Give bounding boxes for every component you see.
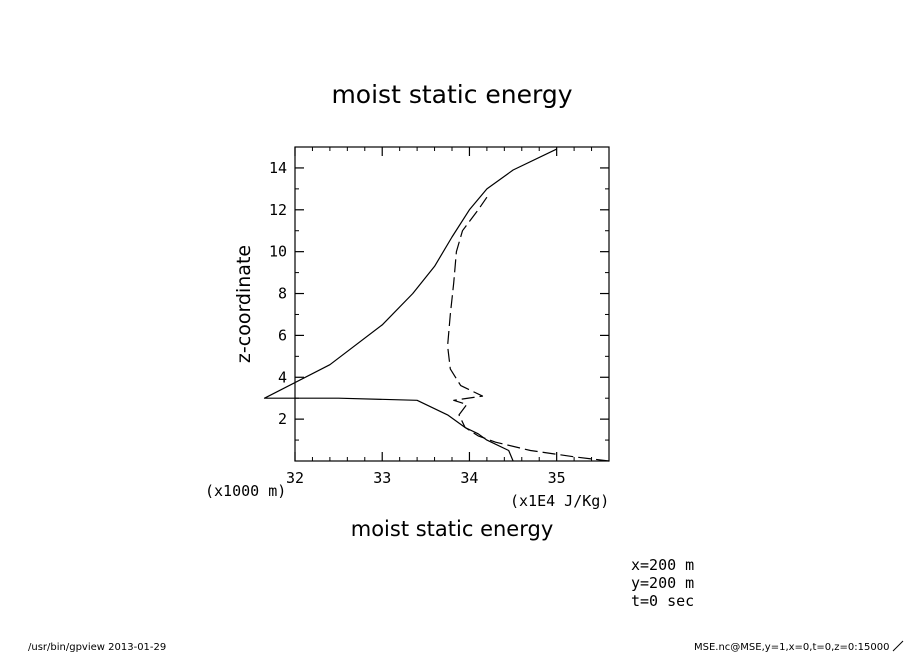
x-tick-label-3: 35 bbox=[548, 469, 566, 487]
y-tick-label-4: 10 bbox=[269, 243, 287, 261]
y-tick-label-1: 4 bbox=[278, 368, 287, 386]
y-tick-label-0: 2 bbox=[278, 410, 287, 428]
series-line-1-solid bbox=[263, 148, 557, 462]
chart-title: moist static energy bbox=[331, 80, 572, 109]
y-axis-label: z-coordinate bbox=[233, 245, 255, 363]
y-axis: 2 4 6 8 10 12 14 bbox=[269, 159, 609, 441]
x-coordinate-info: x=200 m bbox=[631, 556, 694, 574]
footer-program-date: /usr/bin/gpview 2013-01-29 bbox=[28, 642, 166, 653]
y-tick-label-5: 12 bbox=[269, 201, 287, 219]
series-layer bbox=[263, 148, 610, 462]
x-tick-label-2: 34 bbox=[460, 469, 478, 487]
x-axis: 32 33 34 35 bbox=[286, 147, 593, 487]
x-tick-label-0: 32 bbox=[286, 469, 304, 487]
x-tick-label-1: 33 bbox=[373, 469, 391, 487]
x-axis-label: moist static energy bbox=[351, 517, 554, 541]
time-info: t=0 sec bbox=[631, 592, 694, 610]
y-tick-label-2: 6 bbox=[278, 326, 287, 344]
corner-mark bbox=[892, 640, 904, 652]
y-tick-label-3: 8 bbox=[278, 285, 287, 303]
y-unit-label: (x1000 m) bbox=[205, 482, 286, 500]
footer-source: MSE.nc@MSE,y=1,x=0,t=0,z=0:15000 bbox=[694, 642, 889, 653]
x-unit-label: (x1E4 J/Kg) bbox=[510, 492, 609, 510]
y-coordinate-info: y=200 m bbox=[631, 574, 694, 592]
y-tick-label-6: 14 bbox=[269, 159, 287, 177]
series-line-2-dashed bbox=[447, 196, 610, 462]
